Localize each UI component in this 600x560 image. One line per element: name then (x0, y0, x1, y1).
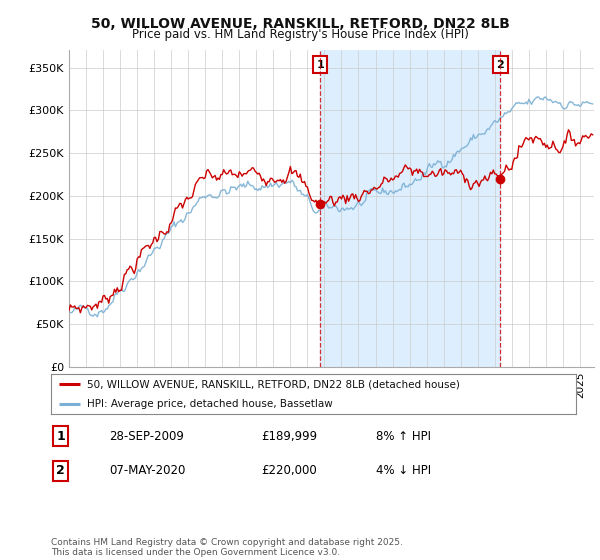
Text: Price paid vs. HM Land Registry's House Price Index (HPI): Price paid vs. HM Land Registry's House … (131, 28, 469, 41)
Text: 50, WILLOW AVENUE, RANSKILL, RETFORD, DN22 8LB: 50, WILLOW AVENUE, RANSKILL, RETFORD, DN… (91, 17, 509, 31)
Text: Contains HM Land Registry data © Crown copyright and database right 2025.
This d: Contains HM Land Registry data © Crown c… (51, 538, 403, 557)
Bar (320, 50, 500, 367)
Text: £220,000: £220,000 (261, 464, 317, 478)
Text: 4% ↓ HPI: 4% ↓ HPI (377, 464, 431, 478)
Text: 2: 2 (497, 59, 504, 69)
Text: 07-MAY-2020: 07-MAY-2020 (109, 464, 185, 478)
Text: 2: 2 (56, 464, 65, 478)
Text: 1: 1 (316, 59, 324, 69)
Text: 50, WILLOW AVENUE, RANSKILL, RETFORD, DN22 8LB (detached house): 50, WILLOW AVENUE, RANSKILL, RETFORD, DN… (87, 379, 460, 389)
Text: 28-SEP-2009: 28-SEP-2009 (109, 430, 184, 443)
Text: £189,999: £189,999 (261, 430, 317, 443)
Text: 8% ↑ HPI: 8% ↑ HPI (377, 430, 431, 443)
Text: 1: 1 (56, 430, 65, 443)
Text: HPI: Average price, detached house, Bassetlaw: HPI: Average price, detached house, Bass… (87, 399, 332, 409)
